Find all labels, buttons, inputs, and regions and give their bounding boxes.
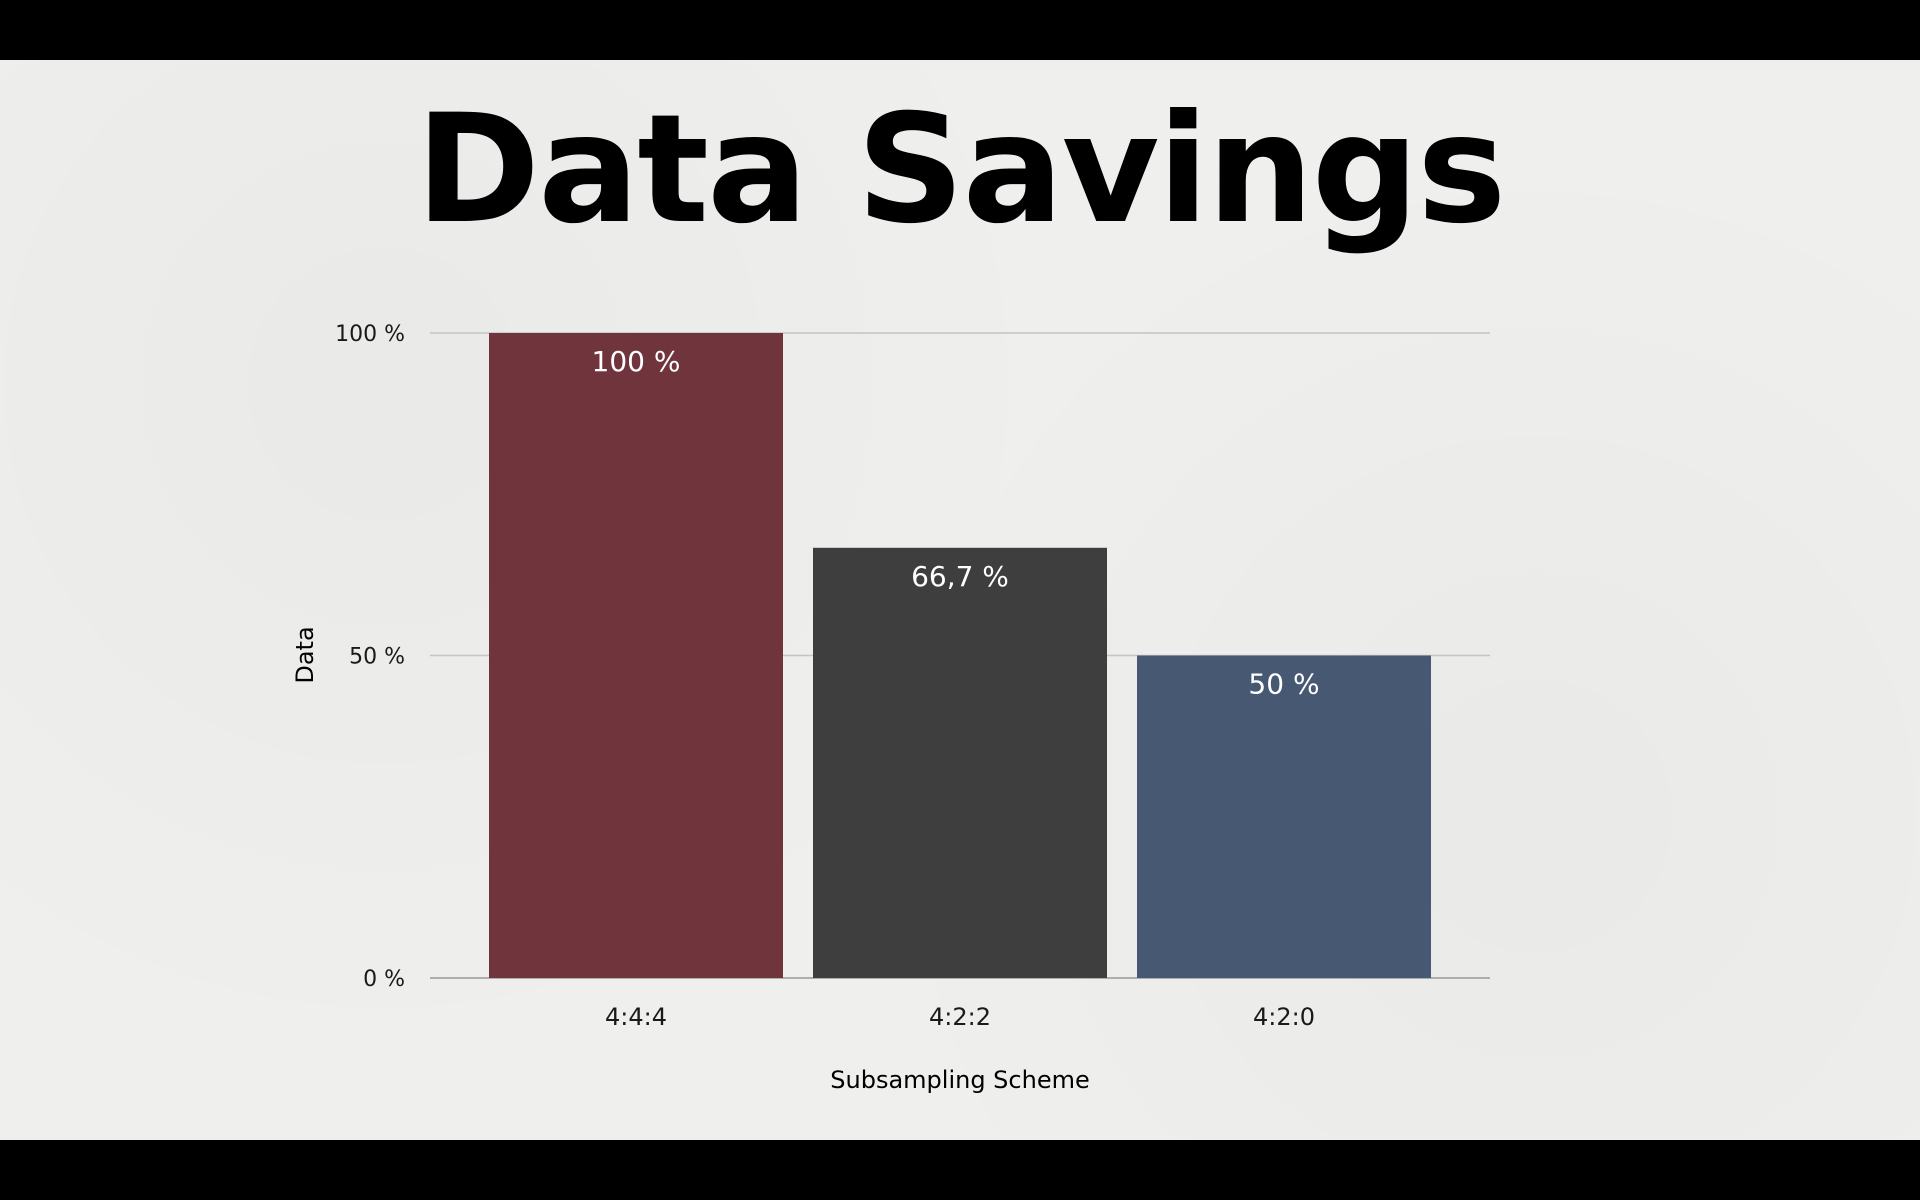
letterbox-bottom [0,1140,1920,1200]
bar-chart: 0 % 50 % 100 % 100 % 4:4:4 66,7 % 4:2:2 50 % 4:2… [291,322,1490,1094]
x-tick-label: 4:2:2 [929,1003,991,1031]
bar [489,333,783,978]
x-tick-label: 4:4:4 [605,1003,667,1031]
bar-data-label: 66,7 % [911,560,1009,593]
bar [813,547,1107,978]
y-axis-title: Data [291,626,319,683]
bars [489,333,1431,978]
bar-data-label: 100 % [592,345,681,378]
y-tick-label: 100 % [335,322,405,347]
slide-title: Data Savings [415,83,1507,257]
y-tick-label: 50 % [349,645,405,670]
y-tick-label: 0 % [363,967,405,992]
bar [1137,655,1431,978]
letterbox-top [0,0,1920,60]
slide: Data Savings 0 % 50 % 100 % 100 % 4:4:4 66,7 … [0,60,1920,1200]
bar-data-label: 50 % [1248,668,1319,701]
x-axis-title: Subsampling Scheme [830,1066,1089,1094]
labels: 0 % 50 % 100 % 100 % 4:4:4 66,7 % 4:2:2 50 % 4:2… [335,322,1319,1031]
x-tick-label: 4:2:0 [1253,1003,1315,1031]
